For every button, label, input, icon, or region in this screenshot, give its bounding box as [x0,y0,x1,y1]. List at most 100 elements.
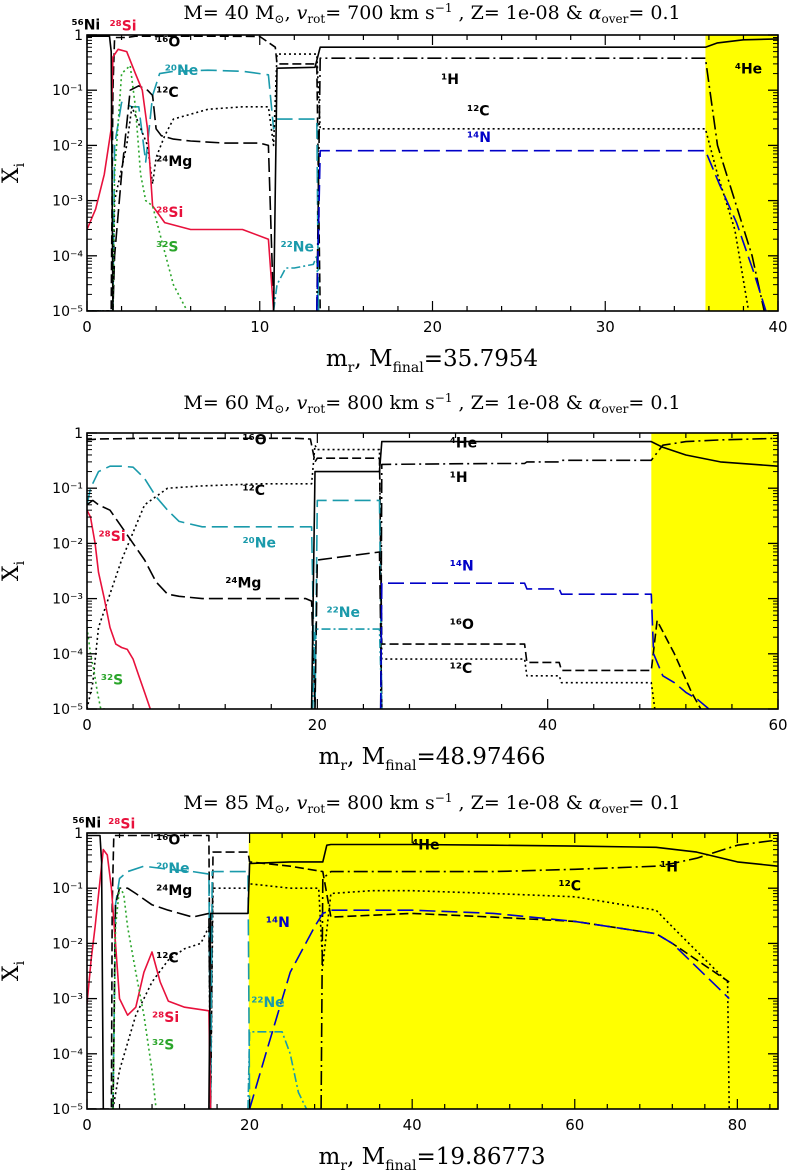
panel-1-title-mass: M= 40 M [183,2,274,24]
panel-2-ytick-label: 10⁻⁴ [52,647,83,663]
panel-2-annotation: ¹²C [450,661,473,677]
panel-3-title-v: v [297,792,308,814]
panel-2-ytick-label: 10⁻⁵ [52,702,83,718]
panel-2-ytick-label: 1 [74,426,83,442]
panel-3-annotation: ²⁸Si [108,817,135,833]
panel-1-series-c12 [87,53,750,311]
panel-2-series-h1 [379,437,778,709]
panel-2-xtick-label: 60 [768,716,787,734]
panel-3-annotation: ²²Ne [251,995,284,1011]
panel-3-annotation: ³²S [152,1037,174,1053]
panel-3-title: M= 85 M⊙, vrot= 800 km s−1 , Z= 1e-08 & … [183,791,680,816]
panel-2-xtick-label: 40 [538,716,557,734]
panel-2-xtick-label: 20 [308,716,327,734]
panel-3-xlabel-m: m [319,1144,341,1170]
panel-1-title: M= 40 M⊙, vrot= 700 km s−1 , Z= 1e-08 & … [183,1,680,26]
panel-2-annotation: ²⁰Ne [242,535,275,551]
panel-2-title-sep: , [285,392,297,414]
panel-3: 10⁻⁵ 10⁻⁴ 10⁻³ 10⁻² 10⁻¹ 1 0 20 40 60 80 ⁵⁶Ni ²⁸Si ¹⁶… [0,791,779,1172]
panel-3-frame [86,832,779,1110]
panel-3-xlabel-M: , M [347,1144,385,1170]
panel-2-annotation: ²⁸Si [99,529,126,545]
panel-1-ytick-label: 10⁻⁴ [52,249,83,265]
panel-2-ytick-label: 10⁻³ [52,592,83,608]
panel-1-annotation: ¹²C [467,103,490,119]
panel-1-title-over: over [602,12,629,26]
panel-1-xlabel-value: =35.7954 [424,346,538,372]
panel-1-annotation: ¹²C [156,85,179,101]
panel-2-title-mass: M= 60 M [183,392,274,414]
panel-1-ytick-label: 10⁻² [52,138,83,154]
panel-3-series-c12 [112,882,730,1109]
panel-1-annotation: ³²S [156,239,178,255]
panel-2-series-o16 [87,437,702,709]
panel-2-xtick-label: 0 [82,716,92,734]
panel-3-xlabel-value: =19.86773 [416,1144,545,1170]
panel-1-title-sep: , [285,2,297,24]
panel-2-series-n14 [379,582,710,709]
panel-1-annotation: ²⁸Si [156,205,183,221]
panel-3-ytick-label: 10⁻⁴ [52,1047,83,1063]
panel-1-title-alpha: α [589,2,602,24]
panel-1-series-si28 [87,48,275,311]
panel-1-series-mg24 [87,85,275,311]
panel-1-xlabel: mr, Mfinal=35.7954 [326,346,538,376]
panel-3-xlabel-sub-final: final [385,1158,417,1172]
panel-1-title-exp: −1 [435,1,453,15]
panel-2-title-vel: = 800 km s [325,392,435,414]
panel-1-ytick-label: 10⁻¹ [52,83,83,99]
panel-2-series-mg24 [87,499,383,709]
panel-3-ytick-label: 10⁻³ [52,992,83,1008]
panel-2-frame [86,432,779,710]
panel-3-series-ni56 [87,834,105,1109]
panel-2-xlabel-sub-r: r [340,758,347,774]
panel-3-title-alphaval: = 0.1 [628,792,680,814]
panel-2-shaded-region [651,433,778,709]
panel-1-xtick-label: 0 [82,318,92,336]
panel-2-annotation: ¹H [450,470,468,486]
panel-2-title-v: v [297,392,308,414]
panel-3-series-ne20 [112,865,251,1109]
panel-3-xlabel: mr, Mfinal=19.86773 [319,1144,546,1172]
panel-1-ytick-label: 1 [74,28,83,44]
panel-1-series-ni56 [87,35,114,311]
panel-3-ylabel-main: X [0,965,24,981]
panel-1-xlabel-sub-final: final [393,360,425,376]
panel-2-series-c12 [87,444,656,709]
panel-3-ytick-label: 10⁻¹ [52,881,83,897]
panel-3-xtick-label: 60 [565,1116,584,1134]
panel-3-annotation: ⁴He [412,838,439,854]
panel-2-annotation: ¹²C [242,483,265,499]
panel-3-series-n14 [248,909,730,1109]
panel-2: 10⁻⁵ 10⁻⁴ 10⁻³ 10⁻² 10⁻¹ 1 0 20 40 60 ¹⁶O ¹²C ²⁰Ne ²⁸… [0,391,787,774]
panel-3-title-exp: −1 [435,791,453,805]
panel-1-annotation: ⁴He [735,62,762,78]
panel-1-ytick-label: 10⁻³ [52,194,83,210]
panel-2-title-exp: −1 [435,391,453,405]
panel-1-xlabel-M: , M [354,346,392,372]
panel-1-series-s32 [112,64,188,311]
panel-2-title: M= 60 M⊙, vrot= 800 km s−1 , Z= 1e-08 & … [183,391,680,416]
panel-3-title-alpha: α [589,792,602,814]
panel-3-plot-area [87,834,778,1109]
panel-3-ytick-label: 10⁻⁵ [52,1102,83,1118]
panel-2-xlabel-sub-final: final [385,758,417,774]
panel-2-annotation: ²⁴Mg [225,575,261,591]
panel-2-title-z: , Z= 1e-08 & [453,392,589,414]
panel-2-annotation: ⁴He [450,435,477,451]
panel-2-ylabel-main: X [0,565,24,581]
panel-1-title-vel: = 700 km s [325,2,435,24]
panel-3-title-sep: , [285,792,297,814]
panel-1-annotation: ¹⁴N [467,130,491,146]
panel-1-title-alphaval: = 0.1 [628,2,680,24]
panel-1-ylabel-main: X [0,167,24,183]
panel-1-xlabel-m: m [326,346,348,372]
panel-3-title-rot: rot [307,802,325,816]
panel-3-ylabel-sub: i [12,960,28,965]
panel-2-title-sun: ⊙ [275,402,285,416]
panel-1-title-sun: ⊙ [275,12,285,26]
panel-3-annotation: ²⁴Mg [156,883,192,899]
panel-2-title-rot: rot [307,402,325,416]
panel-1-title-rot: rot [307,12,325,26]
